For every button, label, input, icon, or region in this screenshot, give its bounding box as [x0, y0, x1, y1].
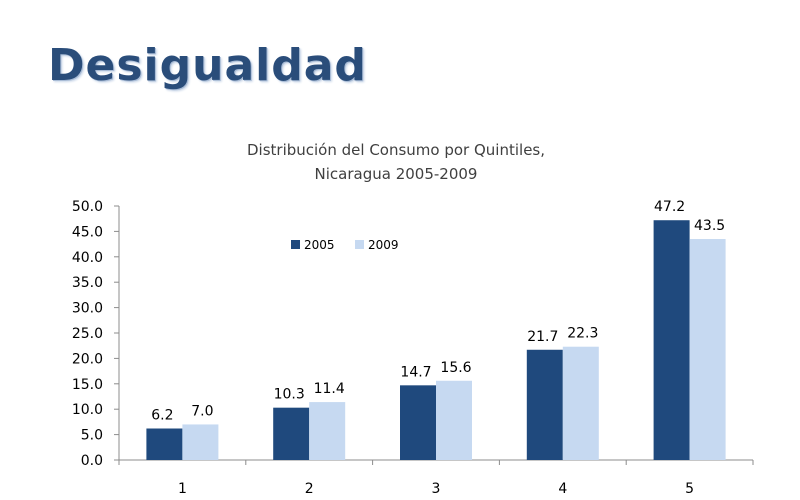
chart-title-line-1: Distribución del Consumo por Quintiles, [246, 141, 545, 159]
bar-2009-q3 [436, 380, 472, 460]
y-tick-label: 25.0 [72, 326, 103, 342]
x-tick-label: 4 [558, 481, 567, 497]
chart-title-line-2: Nicaragua 2005-2009 [314, 165, 478, 183]
bar-2005-q3 [400, 385, 436, 460]
value-label-2009: 43.5 [694, 218, 725, 234]
chart-legend: 2005 2009 [291, 238, 399, 252]
chart-title: Distribución del Consumo por Quintiles, … [196, 138, 596, 186]
value-label-2005: 6.2 [151, 408, 173, 424]
bar-2005-q2 [273, 407, 310, 460]
bar-2005-q5 [653, 220, 690, 460]
y-tick-label: 20.0 [72, 351, 103, 367]
y-tick-label: 30.0 [72, 301, 103, 317]
legend-swatch-2005 [291, 240, 300, 249]
y-tick-label: 50.0 [72, 199, 103, 215]
y-tick-label: 0.0 [81, 453, 103, 469]
x-tick-label: 1 [178, 481, 187, 497]
value-label-2005: 21.7 [527, 329, 558, 345]
value-label-2009: 22.3 [567, 326, 598, 342]
y-tick-label: 35.0 [72, 275, 103, 291]
x-tick-label: 3 [432, 481, 441, 497]
chart-axes: 0.0 5.0 10.0 15.0 20.0 25.0 30.0 35.0 40.0 45.0 50… [72, 199, 754, 497]
bar-2009-q5 [689, 239, 726, 460]
value-label-2009: 11.4 [314, 381, 345, 397]
value-label-2009: 15.6 [440, 360, 471, 376]
value-label-2005: 14.7 [400, 364, 431, 380]
x-tick-label: 5 [685, 481, 694, 497]
y-tick-label: 45.0 [72, 224, 103, 240]
chart-value-labels: 6.2 10.3 14.7 21.7 47.2 7.0 11.4 15.6 22.3 43.5 [151, 199, 725, 423]
slide-title: Desigualdad [48, 40, 367, 91]
bar-2005-q4 [526, 349, 563, 460]
x-tick-label: 2 [305, 481, 314, 497]
value-label-2005: 47.2 [654, 199, 685, 215]
legend-swatch-2009 [355, 240, 364, 249]
y-tick-label: 15.0 [72, 377, 103, 393]
y-tick-label: 10.0 [72, 402, 103, 418]
bar-2009-q4 [562, 346, 599, 460]
bar-2009-q2 [309, 402, 346, 460]
legend-label-2009: 2009 [368, 238, 399, 252]
legend-label-2005: 2005 [304, 238, 335, 252]
y-tick-label: 5.0 [81, 428, 103, 444]
value-label-2009: 7.0 [191, 403, 213, 419]
chart-bars [146, 220, 726, 460]
y-tick-label: 40.0 [72, 250, 103, 266]
value-label-2005: 10.3 [274, 387, 305, 403]
bar-2005-q1 [146, 428, 183, 460]
bar-2009-q1 [182, 424, 219, 460]
